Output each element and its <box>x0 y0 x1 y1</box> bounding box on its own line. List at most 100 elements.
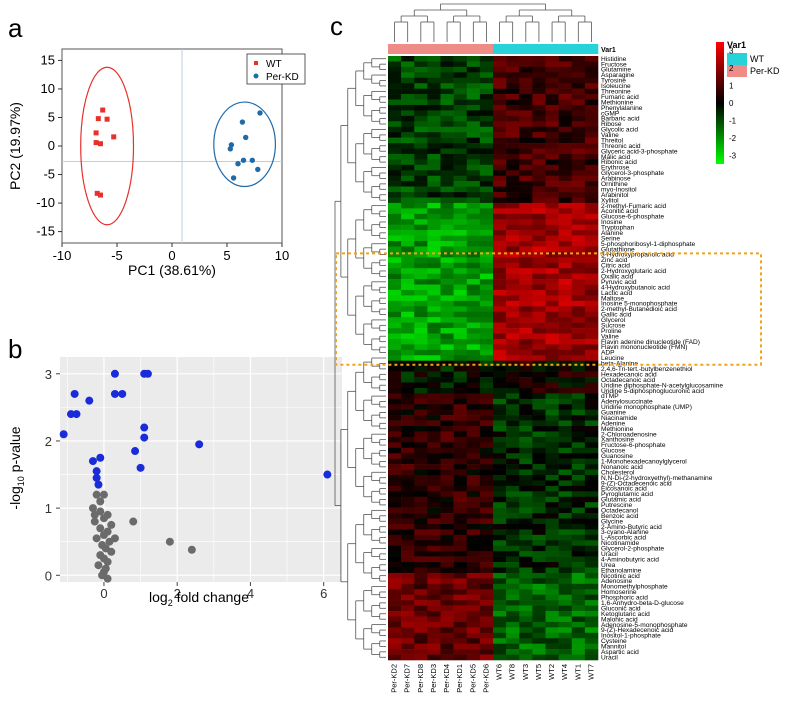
heatmap-cell <box>414 192 428 198</box>
heatmap-cell <box>453 289 468 296</box>
heatmap-cell <box>401 534 415 541</box>
heatmap-cell <box>506 453 520 459</box>
heatmap-cell <box>493 99 507 106</box>
heatmap-cell <box>558 469 573 476</box>
heatmap-cell <box>388 251 402 258</box>
heatmap-cell <box>466 213 481 220</box>
heatmap-cell <box>479 77 494 84</box>
heatmap-cell <box>519 104 533 111</box>
heatmap-cell <box>427 235 441 242</box>
heatmap-cell <box>453 241 468 247</box>
heatmap-cell <box>532 556 546 563</box>
heatmap-cell <box>493 600 507 606</box>
heatmap-cell <box>427 262 441 269</box>
heatmap-cell <box>493 578 507 585</box>
heatmap-cell <box>532 453 546 459</box>
heatmap-cell <box>440 496 454 503</box>
heatmap-cell <box>493 88 507 95</box>
heatmap-cell <box>388 529 402 536</box>
heatmap-cell <box>584 420 599 427</box>
heatmap-cell <box>506 616 520 623</box>
heatmap-cell <box>414 83 428 89</box>
heatmap-cell <box>506 235 520 242</box>
heatmap-cell <box>506 153 520 160</box>
heatmap-cell <box>506 377 520 383</box>
pca-point-wt <box>104 116 110 122</box>
heatmap-cell <box>401 404 415 410</box>
heatmap-cell <box>519 115 533 122</box>
heatmap-cell <box>427 333 441 340</box>
heatmap-cell <box>466 616 481 623</box>
heatmap-cell <box>519 153 533 160</box>
heatmap-cell <box>571 300 586 307</box>
heatmap-cell <box>532 115 546 122</box>
heatmap-cell <box>532 186 546 193</box>
heatmap-cell <box>532 469 546 476</box>
heatmap-cell <box>466 523 481 530</box>
heatmap-cell <box>440 578 454 585</box>
heatmap-cell <box>571 605 586 612</box>
heatmap-cell <box>427 502 441 508</box>
heatmap-cell <box>466 491 481 498</box>
heatmap-cell <box>401 578 415 585</box>
heatmap-cell <box>493 382 507 389</box>
heatmap-cell <box>506 485 520 492</box>
heatmap-cell <box>545 600 559 606</box>
heatmap-cell <box>545 360 559 367</box>
volcano-point-significant <box>143 369 152 378</box>
pca-y-tick-label: 10 <box>41 81 55 96</box>
heatmap-cell <box>401 99 415 106</box>
heatmap-cell <box>427 355 441 362</box>
heatmap-cell <box>388 507 402 514</box>
heatmap-cell <box>532 121 546 128</box>
heatmap-cell <box>493 306 507 313</box>
heatmap-cell <box>519 279 533 285</box>
group-annotation-cell <box>453 44 468 54</box>
heatmap-cell <box>440 649 454 655</box>
heatmap-cell <box>571 529 586 536</box>
heatmap-cell <box>584 572 599 579</box>
heatmap-cell <box>388 551 402 557</box>
heatmap-cell <box>519 72 533 79</box>
heatmap-cell <box>388 605 402 612</box>
heatmap-cell <box>571 360 586 367</box>
heatmap-cell <box>532 485 546 492</box>
group-annotation-cell <box>414 44 428 54</box>
heatmap-cell <box>519 213 533 220</box>
heatmap-cell <box>558 643 573 650</box>
heatmap-cell <box>401 360 415 367</box>
heatmap-cell <box>414 104 428 111</box>
heatmap-cell <box>401 507 415 514</box>
heatmap-cell <box>558 518 573 525</box>
heatmap-cell <box>479 464 494 470</box>
heatmap-cell <box>427 621 441 628</box>
heatmap-cell <box>453 474 468 481</box>
heatmap-cell <box>558 94 573 100</box>
heatmap-cell <box>466 300 481 307</box>
heatmap-cell <box>584 153 599 160</box>
heatmap-cell <box>388 268 402 274</box>
heatmap-cell <box>571 241 586 247</box>
heatmap-cell <box>401 529 415 536</box>
heatmap-cell <box>401 469 415 476</box>
heatmap-cell <box>493 474 507 481</box>
heatmap-cell <box>414 126 428 133</box>
heatmap-cell <box>401 262 415 269</box>
heatmap-cell <box>545 99 559 106</box>
heatmap-cell <box>506 594 520 601</box>
heatmap-cell <box>506 284 520 291</box>
heatmap-cell <box>479 268 494 274</box>
heatmap-cell <box>388 387 402 394</box>
heatmap-cell <box>558 88 573 95</box>
heatmap-cell <box>466 284 481 291</box>
heatmap-cell <box>493 148 507 155</box>
heatmap-cell <box>466 159 481 166</box>
heatmap-cell <box>493 562 507 568</box>
heatmap-row-label: Cholesterol <box>601 469 635 476</box>
heatmap-cell <box>440 556 454 563</box>
heatmap-row-label: dTMP <box>601 393 619 400</box>
heatmap-cell <box>388 230 402 236</box>
heatmap-cell <box>479 104 494 111</box>
heatmap-cell <box>506 104 520 111</box>
heatmap-cell <box>479 387 494 394</box>
